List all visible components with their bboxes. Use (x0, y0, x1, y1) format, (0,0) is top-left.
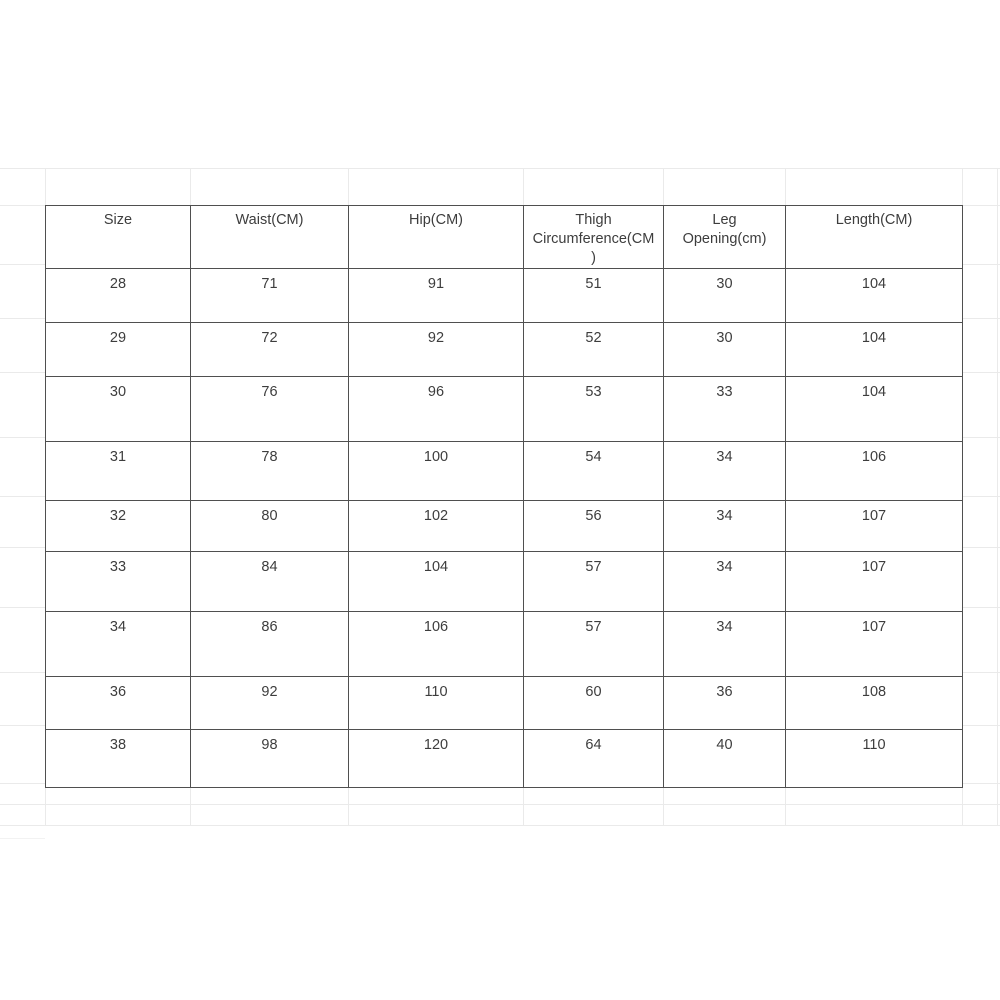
column-header-length: Length(CM) (785, 205, 963, 269)
table-row: 33 84 104 57 34 107 (45, 551, 963, 612)
cell-size: 38 (45, 729, 191, 788)
cell-thigh-circumference: 64 (523, 729, 664, 788)
cell-leg-opening: 33 (663, 376, 786, 442)
column-header-thigh-circumference: Thigh Circumference(CM) (523, 205, 664, 269)
gridline-horizontal (0, 825, 1000, 826)
cell-size: 33 (45, 551, 191, 612)
cell-size: 30 (45, 376, 191, 442)
table-row: 31 78 100 54 34 106 (45, 441, 963, 501)
cell-hip: 106 (348, 611, 524, 677)
cell-length: 110 (785, 729, 963, 788)
table-row: 30 76 96 53 33 104 (45, 376, 963, 442)
cell-waist: 84 (190, 551, 349, 612)
cell-length: 108 (785, 676, 963, 730)
cell-thigh-circumference: 53 (523, 376, 664, 442)
gridline-horizontal (0, 838, 45, 839)
cell-hip: 92 (348, 322, 524, 377)
cell-waist: 98 (190, 729, 349, 788)
column-header-waist: Waist(CM) (190, 205, 349, 269)
cell-length: 106 (785, 441, 963, 501)
column-header-size: Size (45, 205, 191, 269)
cell-thigh-circumference: 52 (523, 322, 664, 377)
header-row: Size Waist(CM) Hip(CM) Thigh Circumference(… (45, 205, 963, 269)
column-header-leg-opening: Leg Opening(cm) (663, 205, 786, 269)
cell-leg-opening: 36 (663, 676, 786, 730)
cell-hip: 120 (348, 729, 524, 788)
table-row: 32 80 102 56 34 107 (45, 500, 963, 552)
table-row: 28 71 91 51 30 104 (45, 268, 963, 323)
cell-size: 36 (45, 676, 191, 730)
cell-size: 34 (45, 611, 191, 677)
cell-length: 104 (785, 322, 963, 377)
column-header-hip: Hip(CM) (348, 205, 524, 269)
cell-size: 32 (45, 500, 191, 552)
table-row: 29 72 92 52 30 104 (45, 322, 963, 377)
cell-leg-opening: 34 (663, 500, 786, 552)
gridline-horizontal (0, 168, 1000, 169)
cell-hip: 100 (348, 441, 524, 501)
cell-thigh-circumference: 56 (523, 500, 664, 552)
cell-length: 104 (785, 376, 963, 442)
cell-leg-opening: 34 (663, 551, 786, 612)
cell-waist: 72 (190, 322, 349, 377)
cell-size: 29 (45, 322, 191, 377)
cell-waist: 86 (190, 611, 349, 677)
cell-length: 107 (785, 611, 963, 677)
cell-size: 28 (45, 268, 191, 323)
cell-leg-opening: 34 (663, 441, 786, 501)
cell-hip: 104 (348, 551, 524, 612)
cell-thigh-circumference: 57 (523, 611, 664, 677)
size-chart-table: Size Waist(CM) Hip(CM) Thigh Circumference(… (45, 205, 963, 788)
gridline-horizontal (0, 804, 1000, 805)
cell-waist: 71 (190, 268, 349, 323)
cell-length: 107 (785, 551, 963, 612)
cell-hip: 102 (348, 500, 524, 552)
cell-waist: 92 (190, 676, 349, 730)
cell-thigh-circumference: 51 (523, 268, 664, 323)
cell-waist: 76 (190, 376, 349, 442)
cell-hip: 91 (348, 268, 524, 323)
cell-thigh-circumference: 54 (523, 441, 664, 501)
cell-thigh-circumference: 60 (523, 676, 664, 730)
cell-leg-opening: 40 (663, 729, 786, 788)
table-row: 38 98 120 64 40 110 (45, 729, 963, 788)
cell-waist: 78 (190, 441, 349, 501)
cell-waist: 80 (190, 500, 349, 552)
table-row: 34 86 106 57 34 107 (45, 611, 963, 677)
cell-leg-opening: 30 (663, 268, 786, 323)
table-body: 28 71 91 51 30 104 29 72 92 52 30 104 30 76 96 53 33 104 3… (45, 268, 963, 788)
gridline-vertical (997, 168, 998, 825)
cell-length: 107 (785, 500, 963, 552)
cell-hip: 110 (348, 676, 524, 730)
cell-leg-opening: 30 (663, 322, 786, 377)
cell-leg-opening: 34 (663, 611, 786, 677)
cell-hip: 96 (348, 376, 524, 442)
table-row: 36 92 110 60 36 108 (45, 676, 963, 730)
table-header: Size Waist(CM) Hip(CM) Thigh Circumference(… (45, 205, 963, 269)
cell-thigh-circumference: 57 (523, 551, 664, 612)
cell-length: 104 (785, 268, 963, 323)
cell-size: 31 (45, 441, 191, 501)
